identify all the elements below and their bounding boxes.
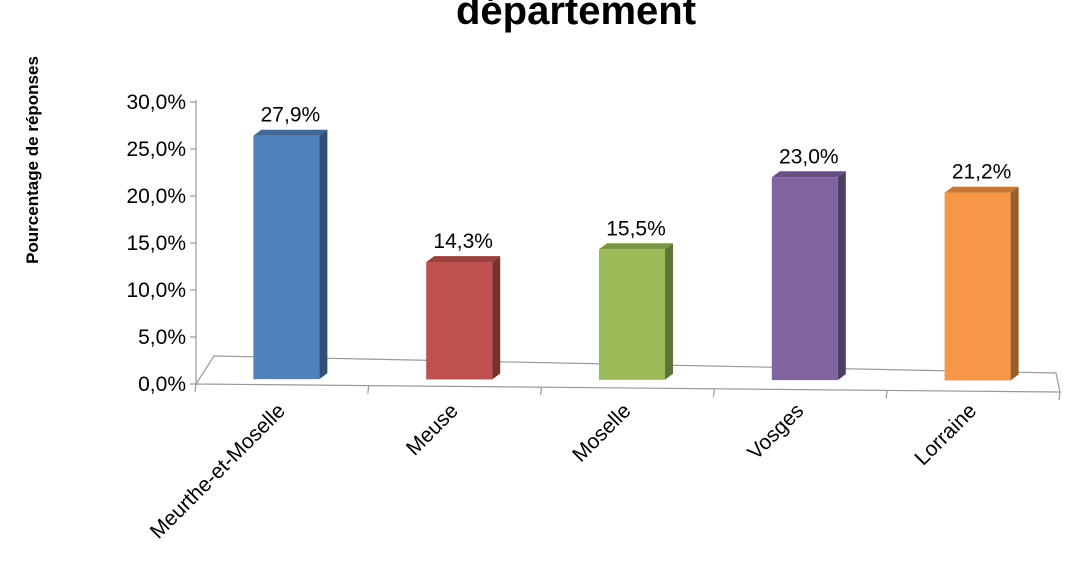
bar-side (319, 129, 328, 380)
x-tick-mark (367, 385, 370, 394)
bar-side (492, 256, 501, 380)
bar-front (771, 177, 838, 381)
x-tick-mark (885, 390, 888, 399)
y-tick-label: 0,0% (138, 373, 186, 396)
y-axis-label: Pourcentage de réponses (23, 56, 42, 264)
y-tick-label: 20,0% (126, 185, 186, 208)
bar-front (426, 262, 493, 380)
bar-top (944, 186, 1019, 193)
y-axis-ticks: 0,0% 5,0% 10,0% 15,0% 20,0% 25,0% 30,0% (126, 91, 196, 396)
y-tick-label: 10,0% (126, 279, 186, 302)
data-labels: 27,9% 14,3% 15,5% 23,0% 21,2% (261, 104, 1012, 253)
bar (771, 171, 846, 381)
y-tick-label: 5,0% (138, 326, 186, 349)
data-label: 27,9% (261, 104, 321, 127)
y-tick-label: 30,0% (126, 91, 186, 114)
bar (944, 186, 1019, 381)
bar-side (1010, 186, 1019, 381)
bar-top (253, 129, 328, 136)
bar-top (426, 256, 501, 263)
bar (599, 243, 673, 380)
bar-front (599, 249, 665, 380)
bars (253, 129, 1019, 381)
data-label: 15,5% (606, 217, 666, 240)
x-tick-mark (712, 388, 715, 397)
bar-front (944, 192, 1011, 381)
category-label: Vosges (743, 399, 808, 464)
y-tick-label: 15,0% (126, 232, 186, 255)
category-labels: Meurthe-et-Moselle Meuse Moselle Vosges Lorr… (146, 399, 981, 543)
bar-side (837, 171, 846, 381)
category-label: Lorraine (910, 399, 981, 470)
bar-side (665, 243, 673, 380)
data-label: 21,2% (952, 161, 1012, 184)
bar-top (599, 243, 673, 250)
bar-front (253, 135, 320, 380)
x-tick-mark (194, 383, 197, 393)
chart-title: département (456, 0, 696, 33)
data-label: 14,3% (433, 230, 493, 253)
bar (426, 256, 501, 380)
y-tick-label: 25,0% (126, 138, 186, 161)
category-label: Meuse (402, 399, 463, 460)
category-label: Moselle (568, 399, 635, 466)
x-tick-mark (540, 387, 543, 396)
bar-top (771, 171, 846, 178)
x-axis-ticks (194, 383, 1061, 401)
x-tick-mark (1058, 391, 1061, 401)
data-label: 23,0% (779, 145, 839, 168)
category-label: Meurthe-et-Moselle (146, 399, 290, 543)
bar (253, 129, 328, 380)
